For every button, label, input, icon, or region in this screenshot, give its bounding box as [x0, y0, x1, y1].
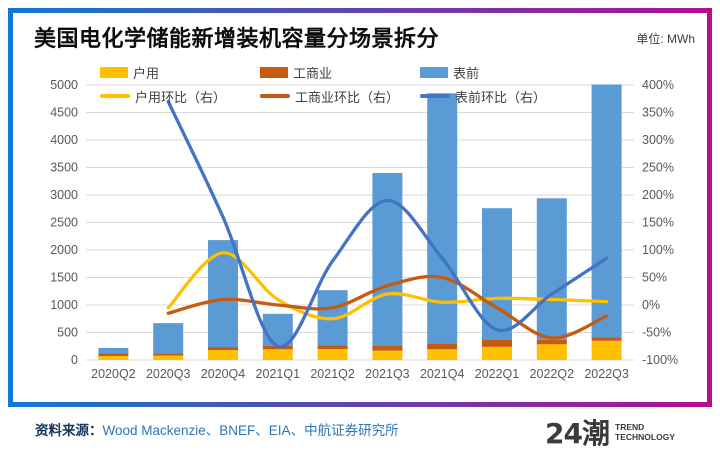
svg-text:100%: 100%	[642, 243, 674, 257]
svg-text:3500: 3500	[50, 161, 78, 175]
svg-text:50%: 50%	[642, 271, 667, 285]
svg-text:200%: 200%	[642, 188, 674, 202]
front-of-meter-line-swatch	[420, 94, 450, 98]
legend-item-front-of-meter-bar: 表前	[420, 65, 480, 81]
svg-text:2022Q1: 2022Q1	[475, 367, 520, 381]
legend-label: 户用环比（右）	[135, 89, 227, 105]
svg-text:300%: 300%	[642, 133, 674, 147]
commercial-bar-swatch	[260, 66, 288, 78]
svg-text:4500: 4500	[50, 106, 78, 120]
svg-text:250%: 250%	[642, 161, 674, 175]
legend-item-commercial-bar: 工商业	[260, 65, 333, 81]
legend-label: 表前环比（右）	[455, 89, 547, 105]
legend-item-commercial-line: 工商业环比（右）	[260, 89, 400, 105]
legend-label: 工商业环比（右）	[295, 89, 400, 105]
svg-text:3000: 3000	[50, 188, 78, 202]
logo-tagline: TREND TECHNOLOGY	[615, 421, 675, 442]
chart-panel-background	[13, 13, 707, 402]
svg-text:0%: 0%	[642, 298, 660, 312]
svg-text:2020Q4: 2020Q4	[201, 367, 246, 381]
svg-text:2020Q3: 2020Q3	[146, 367, 191, 381]
svg-text:4000: 4000	[50, 133, 78, 147]
page-title: 美国电化学储能新增装机容量分场景拆分	[34, 26, 440, 51]
legend-label: 表前	[453, 65, 480, 81]
svg-text:-50%: -50%	[642, 326, 671, 340]
svg-text:2022Q3: 2022Q3	[584, 367, 629, 381]
svg-text:150%: 150%	[642, 216, 674, 230]
svg-text:5000: 5000	[50, 78, 78, 92]
brand-logo: 24潮 TREND TECHNOLOGY	[545, 412, 675, 452]
svg-text:2021Q4: 2021Q4	[420, 367, 465, 381]
svg-text:-100%: -100%	[642, 353, 678, 367]
svg-text:1000: 1000	[50, 298, 78, 312]
svg-text:2020Q2: 2020Q2	[91, 367, 136, 381]
data-source-list: Wood Mackenzie、BNEF、EIA、中航证券研究所	[102, 423, 399, 438]
svg-text:0: 0	[71, 353, 78, 367]
data-source-label: 资料来源：	[35, 423, 103, 438]
residential-bar-swatch	[100, 66, 128, 78]
data-source: 资料来源：Wood Mackenzie、BNEF、EIA、中航证券研究所	[35, 419, 399, 439]
svg-text:2021Q1: 2021Q1	[256, 367, 301, 381]
legend-label: 户用	[133, 65, 160, 81]
front-of-meter-bar-swatch	[420, 66, 448, 78]
svg-text:2022Q2: 2022Q2	[530, 367, 575, 381]
svg-text:2021Q3: 2021Q3	[365, 367, 410, 381]
legend-item-front-of-meter-line: 表前环比（右）	[420, 89, 547, 105]
svg-text:400%: 400%	[642, 78, 674, 92]
commercial-line-swatch	[260, 94, 290, 98]
legend-item-residential-bar: 户用	[100, 65, 160, 81]
svg-text:350%: 350%	[642, 106, 674, 120]
legend-label: 工商业	[293, 65, 333, 81]
svg-text:2500: 2500	[50, 216, 78, 230]
svg-text:2021Q2: 2021Q2	[310, 367, 355, 381]
unit-label: 单位: MWh	[636, 32, 695, 46]
svg-text:1500: 1500	[50, 271, 78, 285]
legend-item-residential-line: 户用环比（右）	[100, 89, 227, 105]
logo-wordmark: 24潮	[545, 417, 610, 450]
residential-line-swatch	[100, 94, 130, 98]
svg-text:500: 500	[57, 326, 78, 340]
svg-text:2000: 2000	[50, 243, 78, 257]
